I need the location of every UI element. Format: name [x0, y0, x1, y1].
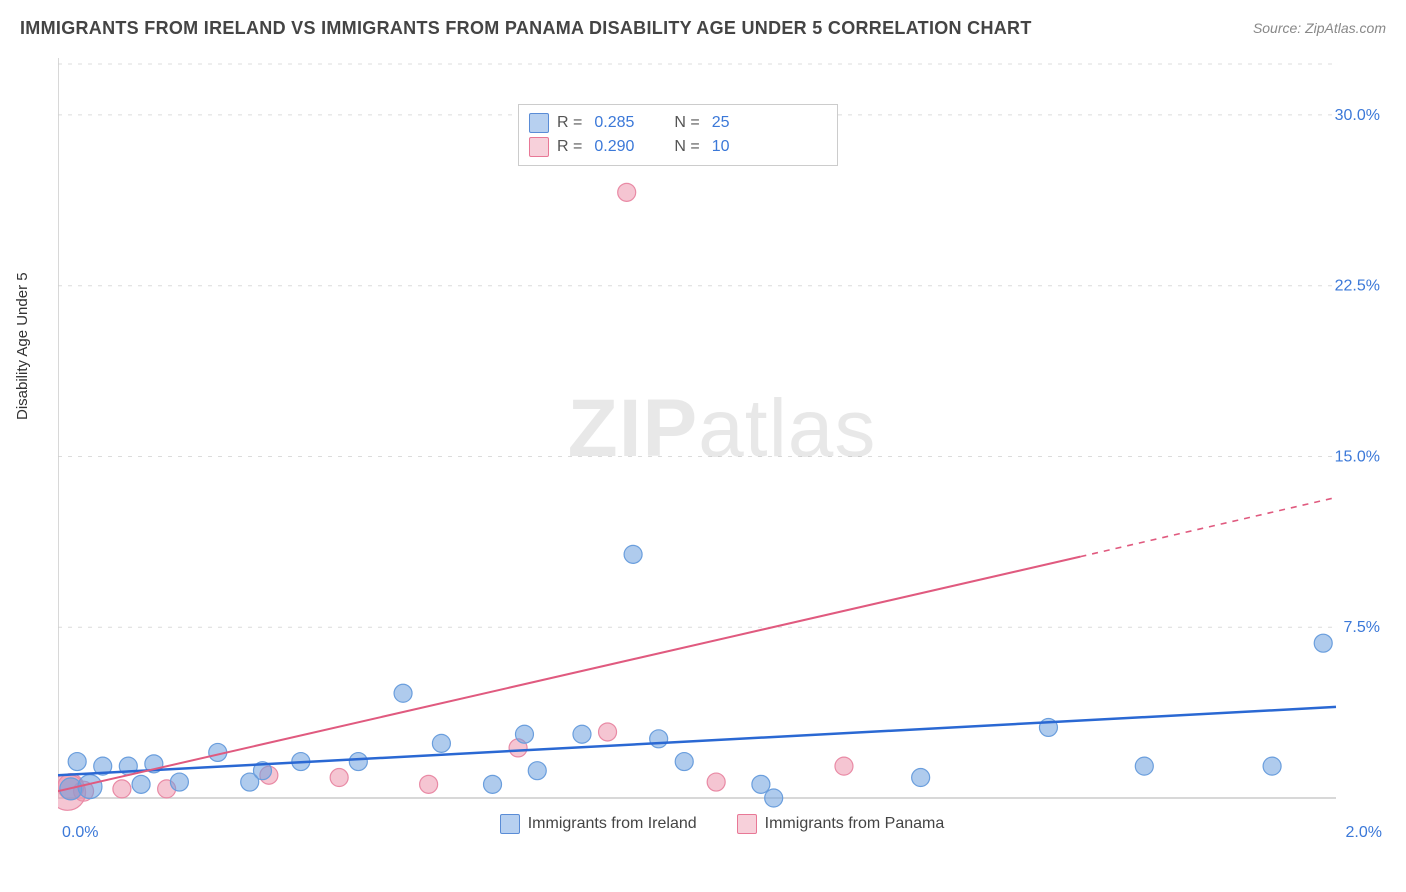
swatch-icon	[529, 113, 549, 133]
y-axis-label: Disability Age Under 5	[14, 272, 31, 420]
r-label: R =	[557, 138, 582, 156]
legend-label: Immigrants from Ireland	[528, 815, 697, 833]
r-value: 0.285	[594, 114, 634, 132]
legend-label: Immigrants from Panama	[765, 815, 945, 833]
n-value: 25	[712, 114, 730, 132]
svg-text:30.0%: 30.0%	[1335, 107, 1380, 124]
scatter-chart: 7.5% 15.0% 22.5% 30.0%	[58, 48, 1386, 842]
bottom-legend: Immigrants from Ireland Immigrants from …	[58, 814, 1386, 834]
swatch-icon	[529, 137, 549, 157]
n-label: N =	[674, 138, 699, 156]
legend-item-ireland: Immigrants from Ireland	[500, 814, 697, 834]
source-label: Source: ZipAtlas.com	[1253, 20, 1386, 36]
swatch-icon	[500, 814, 520, 834]
stats-row-ireland: R = 0.285 N = 25	[529, 111, 827, 135]
stats-row-panama: R = 0.290 N = 10	[529, 135, 827, 159]
n-label: N =	[674, 114, 699, 132]
plot-area: 7.5%15.0%22.5%30.0% ZIPatlas R = 0.285 N…	[58, 48, 1386, 842]
n-value: 10	[712, 138, 730, 156]
stats-legend: R = 0.285 N = 25 R = 0.290 N = 10	[518, 104, 838, 166]
r-label: R =	[557, 114, 582, 132]
swatch-icon	[737, 814, 757, 834]
legend-item-panama: Immigrants from Panama	[737, 814, 945, 834]
svg-text:15.0%: 15.0%	[1335, 448, 1380, 465]
chart-title: IMMIGRANTS FROM IRELAND VS IMMIGRANTS FR…	[20, 18, 1032, 38]
r-value: 0.290	[594, 138, 634, 156]
svg-text:22.5%: 22.5%	[1335, 278, 1380, 295]
svg-text:7.5%: 7.5%	[1344, 619, 1380, 636]
